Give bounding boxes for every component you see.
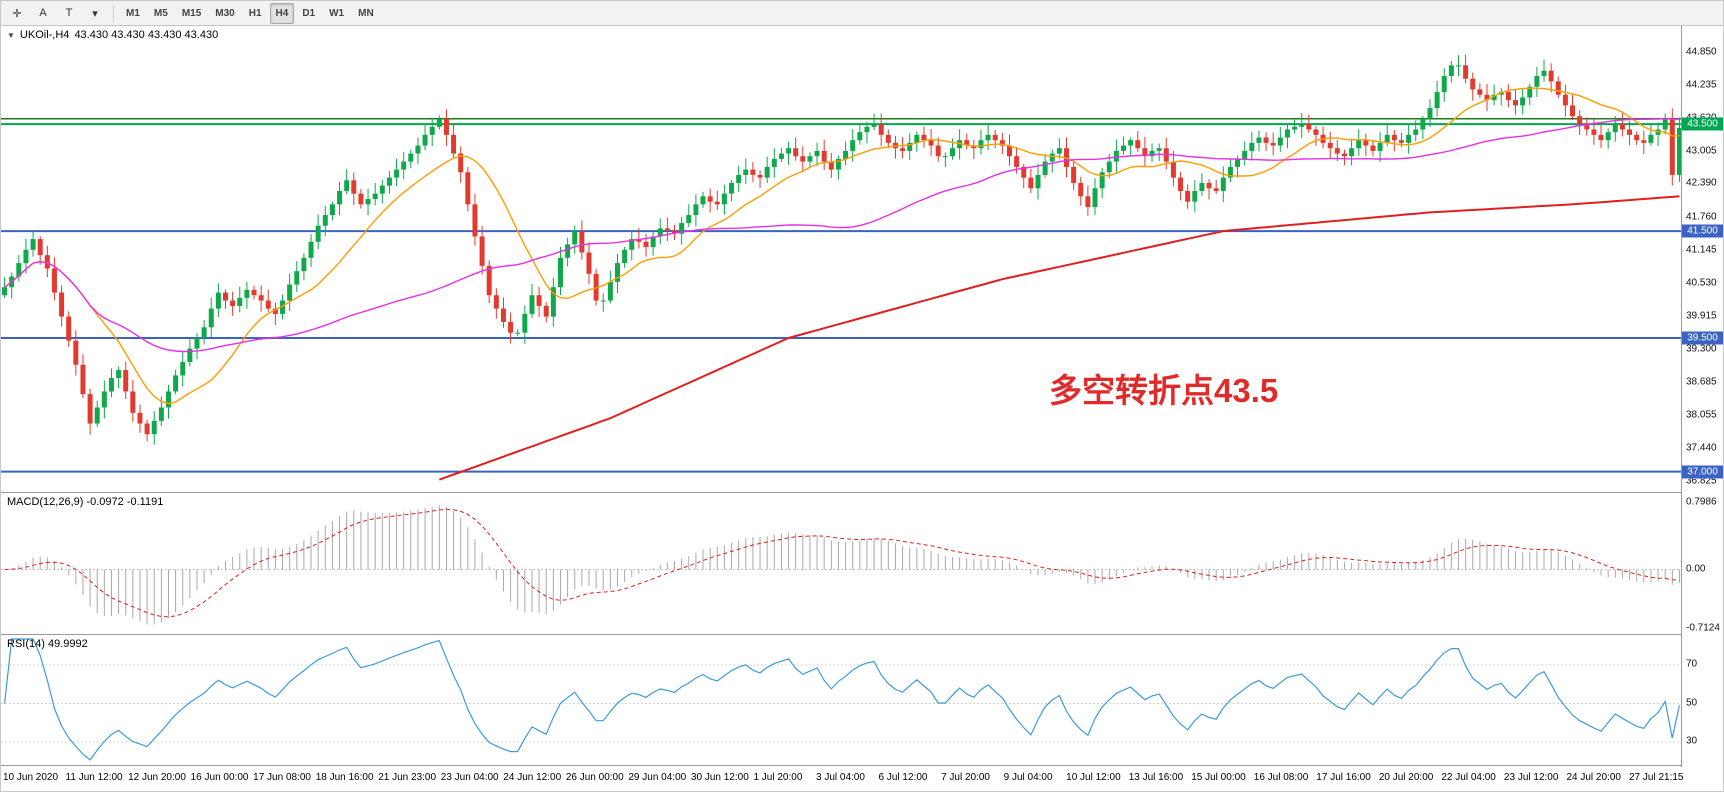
time-label: 17 Jun 08:00 bbox=[253, 772, 311, 783]
horizontal-lines-layer[interactable] bbox=[1, 118, 1683, 473]
time-label: 1 Jul 20:00 bbox=[753, 772, 803, 783]
collapse-icon[interactable]: ▼ bbox=[7, 30, 15, 40]
draw-tools-dropdown-button[interactable]: ▾ bbox=[92, 7, 98, 20]
axis-tick: 44.235 bbox=[1686, 79, 1717, 91]
time-label: 16 Jul 08:00 bbox=[1253, 772, 1309, 783]
axis-tick: 40.530 bbox=[1686, 277, 1717, 289]
time-label: 23 Jul 12:00 bbox=[1503, 772, 1559, 783]
axis-tick: 42.390 bbox=[1686, 177, 1717, 189]
main-chart-pane[interactable]: ▼ UKOil-,H4 43.430 43.430 43.430 43.430 … bbox=[1, 26, 1683, 492]
axis-tick: 0.7986 bbox=[1686, 496, 1717, 508]
crosshair-tool-button[interactable]: ✛ bbox=[12, 7, 22, 20]
timeframe-w1-button[interactable]: W1 bbox=[329, 7, 345, 19]
timeframe-m1-button[interactable]: M1 bbox=[126, 7, 140, 19]
time-label: 13 Jul 16:00 bbox=[1128, 772, 1184, 783]
text-tool-button[interactable]: A bbox=[39, 7, 47, 19]
macd-signal-line bbox=[4, 508, 1680, 618]
timeframe-m15-button[interactable]: M15 bbox=[181, 7, 202, 19]
axis-tick: 41.760 bbox=[1686, 211, 1717, 223]
axis-tick: 50 bbox=[1686, 697, 1698, 708]
time-label: 16 Jun 00:00 bbox=[190, 772, 249, 783]
macd-histogram bbox=[11, 505, 1680, 625]
axis-tick: 39.915 bbox=[1686, 310, 1717, 322]
time-label: 6 Jul 12:00 bbox=[878, 772, 928, 783]
rsi-title: RSI(14) 49.9992 bbox=[7, 638, 88, 650]
timeframe-h1-button[interactable]: H1 bbox=[248, 7, 262, 19]
price-badge-39.500: 39.500 bbox=[1682, 331, 1723, 345]
time-label: 11 Jun 12:00 bbox=[65, 772, 123, 783]
time-label: 22 Jul 04:00 bbox=[1441, 772, 1496, 783]
time-label: 26 Jun 00:00 bbox=[565, 772, 624, 783]
timeframe-d1-button[interactable]: D1 bbox=[302, 7, 316, 19]
axis-tick: 41.145 bbox=[1686, 244, 1717, 256]
ma-slow-line bbox=[438, 195, 1680, 481]
time-label: 24 Jun 12:00 bbox=[503, 772, 562, 783]
price-badge-37.000: 37.000 bbox=[1682, 465, 1723, 479]
axis-tick: 0.00 bbox=[1686, 563, 1706, 575]
axis-tick: -0.7124 bbox=[1686, 622, 1720, 634]
time-label: 15 Jul 00:00 bbox=[1191, 772, 1246, 783]
candles-layer bbox=[2, 54, 1682, 445]
time-label: 12 Jun 20:00 bbox=[128, 772, 186, 783]
time-label: 9 Jul 04:00 bbox=[1003, 772, 1053, 783]
time-label: 7 Jul 20:00 bbox=[941, 772, 990, 783]
time-label: 21 Jun 23:00 bbox=[378, 772, 437, 783]
candlestick-chart[interactable] bbox=[1, 26, 1683, 492]
axis-tick: 44.850 bbox=[1686, 46, 1717, 58]
toolbar: ✛ A T ▾ M1 M5 M15 M30 H1 H4 D1 W1 MN bbox=[1, 1, 1723, 26]
price-axis: 44.85044.23543.62043.00542.39041.76041.1… bbox=[1681, 26, 1723, 767]
timeframe-m5-button[interactable]: M5 bbox=[153, 7, 168, 19]
time-label: 10 Jul 12:00 bbox=[1066, 772, 1121, 783]
axis-tick: 36.825 bbox=[1686, 475, 1717, 487]
timeframe-h4-button[interactable]: H4 bbox=[269, 2, 295, 24]
time-label: 18 Jun 16:00 bbox=[315, 772, 374, 783]
ma-fast-line bbox=[4, 87, 1680, 405]
rsi-pane[interactable]: RSI(14) 49.9992 bbox=[1, 634, 1683, 767]
axis-tick: 38.055 bbox=[1686, 409, 1717, 421]
price-badge-43.500: 43.500 bbox=[1682, 117, 1723, 131]
timeframe-mn-button[interactable]: MN bbox=[358, 7, 374, 19]
axis-tick: 43.005 bbox=[1686, 145, 1717, 157]
symbol-label: UKOil-,H4 bbox=[19, 29, 70, 41]
ohlc-values: 43.430 43.430 43.430 43.430 bbox=[74, 29, 219, 41]
axis-tick: 38.685 bbox=[1686, 376, 1717, 388]
time-label: 23 Jun 04:00 bbox=[440, 772, 499, 783]
axis-tick: 37.440 bbox=[1686, 442, 1717, 454]
time-label: 30 Jun 12:00 bbox=[690, 772, 749, 783]
axis-tick: 39.300 bbox=[1686, 343, 1717, 355]
rsi-line bbox=[4, 638, 1680, 761]
time-label: 20 Jul 20:00 bbox=[1378, 772, 1434, 783]
macd-title: MACD(12,26,9) -0.0972 -0.1191 bbox=[7, 496, 164, 508]
time-label: 24 Jul 20:00 bbox=[1566, 772, 1621, 783]
ma-mid-line bbox=[4, 117, 1680, 353]
rsi-chart[interactable] bbox=[1, 635, 1683, 768]
chart-title: ▼ UKOil-,H4 43.430 43.430 43.430 43.430 bbox=[7, 29, 218, 41]
trendline-tool-button[interactable]: T bbox=[65, 7, 73, 19]
axis-tick: 30 bbox=[1686, 735, 1698, 747]
annotation-text: 多空转折点43.5 bbox=[1049, 372, 1279, 409]
macd-chart[interactable] bbox=[1, 493, 1683, 635]
timeframe-m30-button[interactable]: M30 bbox=[215, 7, 235, 19]
time-label: 10 Jun 2020 bbox=[3, 772, 59, 783]
time-label: 17 Jul 16:00 bbox=[1316, 772, 1371, 783]
toolbar-separator bbox=[113, 4, 114, 22]
time-label: 27 Jul 21:15 bbox=[1629, 772, 1684, 783]
time-label: 29 Jun 04:00 bbox=[628, 772, 687, 783]
axis-tick: 70 bbox=[1686, 658, 1698, 670]
time-axis: 10 Jun 2020 11 Jun 12:00 12 Jun 20:00 16 Ju… bbox=[1, 765, 1684, 791]
price-badge-41.500: 41.500 bbox=[1682, 224, 1723, 238]
time-label: 3 Jul 04:00 bbox=[816, 772, 865, 783]
macd-pane[interactable]: MACD(12,26,9) -0.0972 -0.1191 bbox=[1, 492, 1683, 634]
